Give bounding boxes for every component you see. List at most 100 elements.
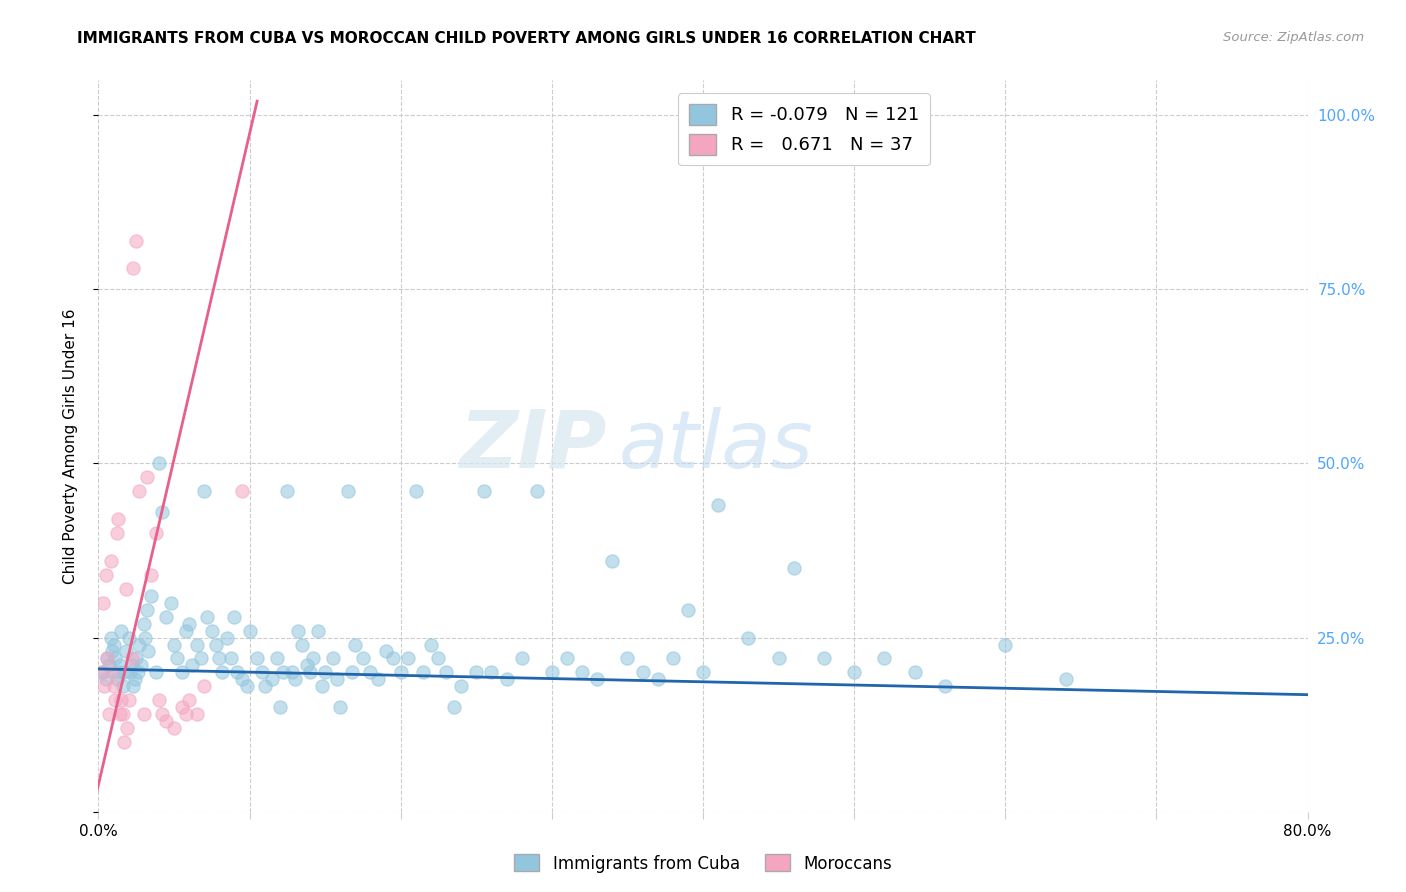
Point (114, 644, 136, 658)
Point (360, 665, 382, 680)
Point (616, 651, 638, 665)
Point (295, 658, 318, 673)
Point (145, 665, 167, 680)
Point (96, 651, 118, 665)
Point (181, 658, 204, 673)
Point (134, 631, 156, 645)
Point (170, 700, 193, 714)
Point (737, 631, 759, 645)
Point (141, 589, 163, 603)
Point (104, 651, 127, 665)
Point (374, 644, 396, 658)
Point (91, 596, 114, 610)
Point (179, 693, 201, 707)
Point (707, 498, 730, 512)
Point (120, 665, 142, 680)
Point (90, 665, 112, 680)
Point (676, 603, 699, 617)
Point (174, 707, 197, 722)
Point (110, 693, 132, 707)
Point (314, 665, 336, 680)
Point (443, 700, 465, 714)
Point (118, 631, 141, 645)
Point (571, 665, 593, 680)
Point (269, 700, 291, 714)
Point (174, 624, 197, 638)
Point (215, 631, 238, 645)
Point (201, 624, 224, 638)
Point (122, 679, 145, 693)
Point (768, 651, 790, 665)
Point (163, 638, 186, 652)
Point (450, 679, 472, 693)
Point (253, 679, 276, 693)
Point (226, 665, 249, 680)
Point (124, 673, 146, 687)
Text: atlas: atlas (619, 407, 813, 485)
Point (148, 693, 170, 707)
Point (190, 651, 212, 665)
Point (465, 665, 488, 680)
Point (132, 707, 155, 722)
Point (211, 665, 233, 680)
Point (661, 651, 683, 665)
Point (540, 665, 562, 680)
Point (526, 484, 548, 499)
Point (195, 609, 218, 624)
Point (302, 651, 325, 665)
Point (135, 603, 157, 617)
Point (344, 638, 367, 652)
Point (266, 651, 288, 665)
Point (111, 679, 134, 693)
Point (107, 665, 129, 680)
Point (329, 700, 352, 714)
Point (495, 673, 517, 687)
Point (129, 658, 152, 673)
Point (148, 457, 170, 471)
Point (112, 735, 135, 749)
Point (291, 638, 314, 652)
Point (647, 673, 669, 687)
Point (104, 693, 127, 707)
Point (170, 665, 193, 680)
Point (101, 665, 124, 680)
Point (405, 484, 427, 499)
Point (128, 484, 150, 499)
Point (284, 673, 307, 687)
Point (115, 721, 138, 735)
Point (352, 651, 374, 665)
Point (904, 665, 927, 680)
Point (472, 484, 495, 499)
Text: IMMIGRANTS FROM CUBA VS MOROCCAN CHILD POVERTY AMONG GIRLS UNDER 16 CORRELATION : IMMIGRANTS FROM CUBA VS MOROCCAN CHILD P… (77, 31, 976, 46)
Point (934, 679, 956, 693)
Point (103, 679, 125, 693)
Point (844, 665, 866, 680)
Point (100, 554, 122, 568)
Point (107, 512, 129, 526)
Point (128, 638, 150, 652)
Point (271, 665, 294, 680)
Point (389, 665, 412, 680)
Point (155, 609, 177, 624)
Text: ZIP: ZIP (458, 407, 606, 485)
Point (118, 693, 141, 707)
Point (93, 679, 115, 693)
Point (94, 567, 117, 582)
Point (122, 261, 145, 276)
Point (510, 651, 533, 665)
Point (105, 673, 128, 687)
Point (132, 616, 155, 631)
Point (481, 665, 503, 680)
Point (186, 638, 208, 652)
Point (873, 651, 896, 665)
Point (692, 665, 714, 680)
Point (105, 526, 128, 541)
Point (322, 651, 344, 665)
Point (155, 714, 177, 728)
Point (98, 658, 121, 673)
Point (205, 638, 228, 652)
Point (813, 651, 835, 665)
Point (108, 707, 131, 722)
Point (94, 673, 117, 687)
Point (239, 624, 262, 638)
